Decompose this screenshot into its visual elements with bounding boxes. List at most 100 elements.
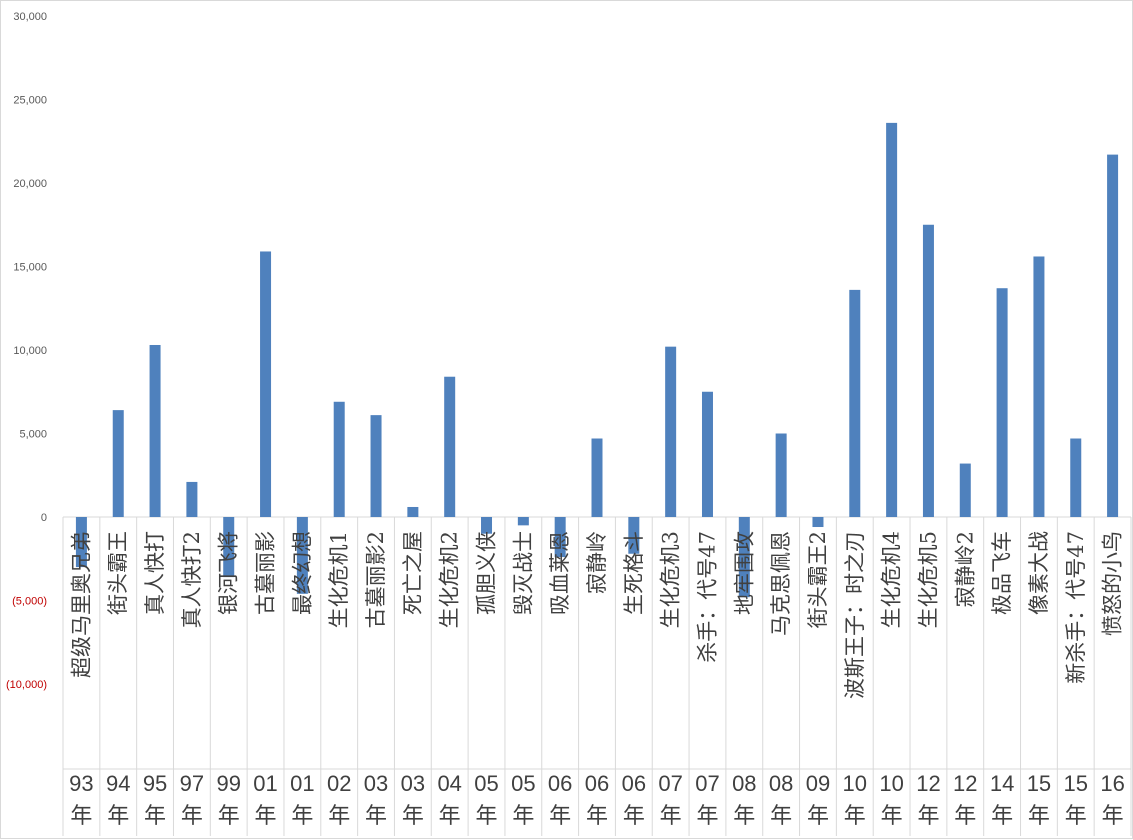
year-label: 10 (843, 771, 867, 796)
year-label: 03 (364, 771, 388, 796)
year-suffix: 年 (365, 803, 387, 828)
bar (517, 517, 529, 526)
category-label: 毁灭战士 (511, 531, 535, 615)
bar (738, 517, 750, 598)
year-suffix: 年 (291, 803, 313, 828)
bar (554, 517, 566, 558)
year-label: 01 (290, 771, 314, 796)
year-suffix: 年 (255, 803, 277, 828)
year-label: 95 (143, 771, 167, 796)
year-suffix: 年 (1028, 803, 1050, 828)
category-label: 生化危机5 (916, 531, 940, 628)
y-tick-label: 15,000 (13, 262, 47, 274)
year-label: 06 (548, 771, 572, 796)
year-suffix: 年 (70, 803, 92, 828)
year-suffix: 年 (549, 803, 571, 828)
year-suffix: 年 (144, 803, 166, 828)
bar (186, 481, 198, 517)
y-tick-label: 0 (41, 512, 47, 524)
bar (444, 376, 456, 517)
category-label: 生化危机1 (327, 531, 351, 628)
year-suffix: 年 (439, 803, 461, 828)
category-label: 银河飞将 (217, 531, 241, 615)
year-suffix: 年 (328, 803, 350, 828)
bar (75, 517, 87, 568)
y-tick-label: 25,000 (13, 95, 47, 107)
year-label: 08 (769, 771, 793, 796)
category-label: 地牢围攻 (732, 531, 756, 615)
year-label: 15 (1064, 771, 1088, 796)
year-label: 07 (658, 771, 682, 796)
year-label: 93 (69, 771, 93, 796)
category-label: 街头霸王2 (806, 531, 830, 628)
bar (1107, 154, 1119, 518)
bar (296, 517, 308, 594)
year-label: 14 (990, 771, 1014, 796)
category-label: 古墓丽影2 (364, 531, 388, 628)
year-label: 08 (732, 771, 756, 796)
bar (1033, 256, 1045, 517)
category-label: 马克思佩恩 (769, 531, 793, 636)
bar (149, 344, 161, 517)
category-label: 生化危机4 (880, 531, 904, 628)
year-suffix: 年 (991, 803, 1013, 828)
bar (922, 224, 934, 517)
bar (959, 463, 971, 517)
year-label: 01 (253, 771, 277, 796)
year-label: 07 (695, 771, 719, 796)
year-suffix: 年 (881, 803, 903, 828)
year-suffix: 年 (733, 803, 755, 828)
year-suffix: 年 (807, 803, 829, 828)
year-suffix: 年 (1102, 803, 1124, 828)
category-label: 寂静岭 (585, 531, 609, 594)
year-label: 05 (511, 771, 535, 796)
year-suffix: 年 (181, 803, 203, 828)
year-suffix: 年 (770, 803, 792, 828)
bar (260, 251, 272, 517)
bar (886, 122, 898, 517)
year-label: 02 (327, 771, 351, 796)
y-tick-label: 30,000 (13, 11, 47, 23)
y-tick-label: 5,000 (19, 429, 47, 441)
bar (591, 438, 603, 517)
y-tick-label: 20,000 (13, 178, 47, 190)
bar (628, 517, 640, 554)
year-label: 05 (474, 771, 498, 796)
category-label: 古墓丽影 (254, 531, 278, 615)
bar (112, 410, 124, 517)
category-label: 街头霸王 (106, 531, 130, 615)
category-label: 波斯王子：时之刃 (843, 531, 867, 699)
year-suffix: 年 (660, 803, 682, 828)
year-label: 04 (437, 771, 461, 796)
year-label: 16 (1100, 771, 1124, 796)
year-label: 03 (401, 771, 425, 796)
bar (665, 346, 677, 517)
bar (996, 288, 1008, 517)
bar (407, 506, 419, 517)
year-suffix: 年 (107, 803, 129, 828)
category-label: 杀手：代号47 (695, 531, 719, 663)
year-suffix: 年 (476, 803, 498, 828)
year-suffix: 年 (844, 803, 866, 828)
bar (370, 415, 382, 517)
year-suffix: 年 (586, 803, 608, 828)
bar (701, 391, 713, 517)
category-label: 生化危机3 (659, 531, 683, 628)
year-suffix: 年 (1065, 803, 1087, 828)
category-label: 最终幻想 (290, 531, 314, 615)
year-label: 09 (806, 771, 830, 796)
year-label: 15 (1027, 771, 1051, 796)
year-label: 12 (916, 771, 940, 796)
bar (333, 401, 345, 517)
category-label: 极品飞车 (990, 531, 1014, 615)
category-label: 死亡之屋 (401, 531, 425, 615)
y-tick-label: (5,000) (12, 596, 47, 608)
category-label: 新杀手：代号47 (1064, 531, 1088, 684)
y-tick-label: (10,000) (6, 679, 47, 691)
year-suffix: 年 (954, 803, 976, 828)
category-label: 寂静岭2 (953, 531, 977, 607)
category-label: 像素大战 (1027, 531, 1051, 615)
category-label: 孤胆义侠 (475, 531, 499, 615)
